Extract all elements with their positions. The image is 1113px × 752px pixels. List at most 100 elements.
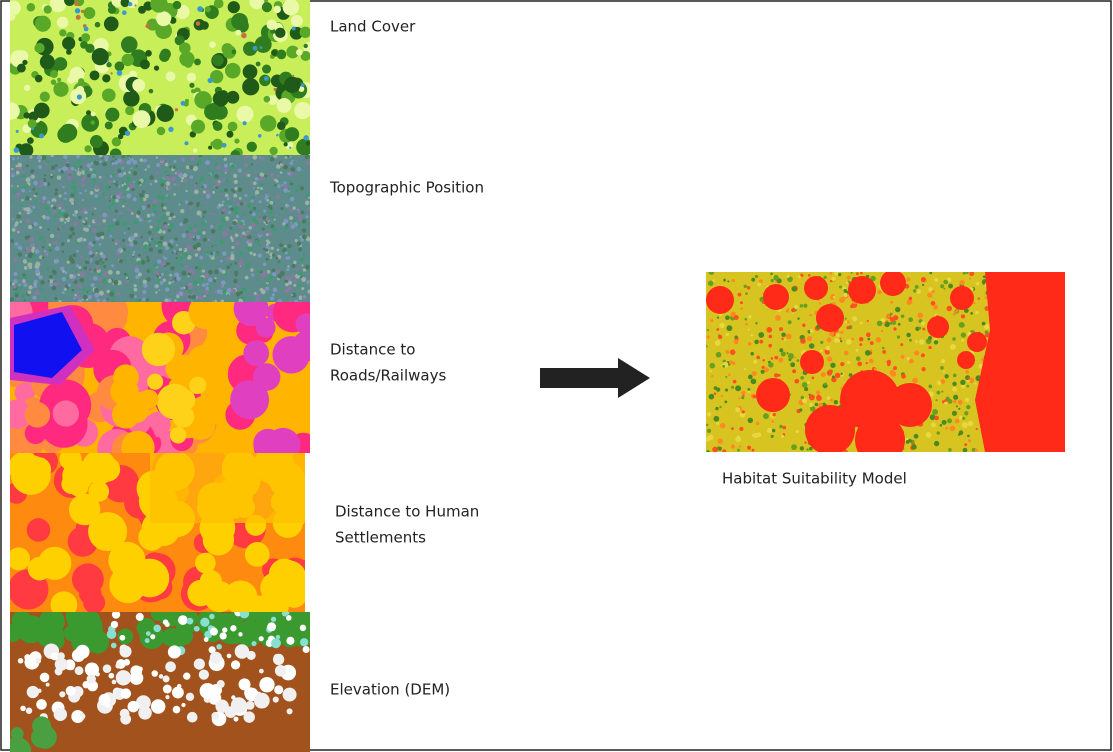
- raster-texture: [107, 298, 109, 300]
- raster-texture: [29, 205, 31, 207]
- raster-texture: [235, 242, 239, 246]
- raster-texture: [140, 236, 142, 238]
- raster-texture: [22, 273, 25, 276]
- raster-texture: [64, 192, 67, 195]
- raster-texture: [200, 21, 209, 30]
- raster-texture: [76, 264, 79, 267]
- raster-texture: [291, 180, 294, 183]
- raster-texture: [139, 219, 142, 222]
- raster-texture: [108, 270, 113, 275]
- raster-texture: [280, 207, 283, 210]
- raster-texture: [9, 297, 13, 301]
- raster-texture: [210, 652, 222, 664]
- raster-texture: [248, 166, 250, 168]
- raster-texture: [102, 74, 110, 82]
- raster-texture: [969, 278, 971, 280]
- raster-texture: [901, 355, 905, 359]
- raster-texture: [246, 241, 249, 244]
- raster-texture: [745, 292, 748, 295]
- raster-texture: [735, 407, 740, 412]
- raster-texture: [29, 176, 31, 178]
- raster-texture: [197, 211, 202, 216]
- raster-texture: [257, 210, 259, 212]
- raster-texture: [77, 171, 82, 176]
- raster-texture: [771, 435, 774, 438]
- raster-texture: [168, 229, 171, 232]
- raster-texture: [99, 694, 111, 706]
- raster-texture: [274, 219, 276, 221]
- raster-texture: [1038, 318, 1062, 342]
- raster-texture: [985, 330, 989, 334]
- raster-texture: [244, 163, 248, 167]
- raster-texture: [231, 189, 234, 192]
- raster-texture: [52, 170, 55, 173]
- raster-texture: [796, 430, 799, 433]
- raster-texture: [50, 70, 58, 78]
- raster-texture: [271, 50, 277, 56]
- raster-texture: [222, 200, 225, 203]
- raster-texture: [72, 563, 104, 595]
- raster-texture: [17, 64, 26, 73]
- raster-texture: [828, 370, 831, 373]
- raster-texture: [121, 198, 125, 202]
- raster-texture: [67, 161, 69, 163]
- raster-texture: [297, 271, 301, 275]
- raster-texture: [42, 246, 45, 249]
- raster-texture: [715, 340, 721, 346]
- raster-texture: [189, 377, 206, 394]
- raster-texture: [232, 49, 237, 54]
- raster-texture: [201, 176, 204, 179]
- raster-texture: [173, 706, 181, 714]
- raster-texture: [145, 24, 149, 28]
- raster-texture: [129, 293, 134, 298]
- raster-texture: [706, 450, 709, 453]
- raster-texture: [182, 252, 186, 256]
- raster-texture: [124, 273, 127, 276]
- raster-texture: [163, 279, 166, 282]
- raster-texture: [104, 17, 119, 32]
- raster-texture: [263, 284, 266, 287]
- raster-texture: [255, 161, 257, 163]
- raster-texture: [40, 289, 42, 291]
- raster-texture: [116, 175, 119, 178]
- raster-texture: [707, 412, 711, 416]
- raster-texture: [747, 446, 751, 450]
- raster-texture: [256, 318, 276, 338]
- raster-texture: [275, 214, 278, 217]
- raster-texture: [57, 234, 61, 238]
- raster-texture: [66, 163, 70, 167]
- raster-texture: [24, 654, 30, 660]
- raster-texture: [940, 366, 944, 370]
- raster-texture: [106, 62, 111, 67]
- raster-texture: [716, 422, 719, 425]
- raster-texture: [211, 712, 219, 720]
- raster-texture: [143, 197, 147, 201]
- raster-texture: [202, 269, 205, 272]
- raster-texture: [165, 170, 168, 173]
- raster-texture: [78, 78, 84, 84]
- raster-texture: [779, 425, 783, 429]
- raster-texture: [162, 162, 164, 164]
- raster-texture: [285, 280, 288, 283]
- raster-texture: [800, 446, 804, 450]
- raster-texture: [778, 358, 783, 363]
- raster-texture: [184, 141, 188, 145]
- raster-texture: [226, 257, 230, 261]
- raster-texture: [940, 284, 944, 288]
- raster-texture: [88, 295, 92, 299]
- raster-texture: [278, 260, 280, 262]
- raster-texture: [742, 410, 745, 413]
- raster-texture: [175, 253, 177, 255]
- raster-texture: [106, 290, 110, 294]
- raster-texture: [718, 335, 722, 339]
- raster-texture: [61, 227, 63, 229]
- raster-texture: [747, 286, 751, 290]
- raster-texture: [194, 187, 196, 189]
- raster-texture: [85, 217, 87, 219]
- raster-texture: [183, 218, 188, 223]
- raster-texture: [62, 37, 75, 50]
- raster-texture: [34, 280, 38, 284]
- raster-texture: [296, 139, 313, 156]
- raster-texture: [105, 108, 119, 122]
- raster-texture: [208, 174, 211, 177]
